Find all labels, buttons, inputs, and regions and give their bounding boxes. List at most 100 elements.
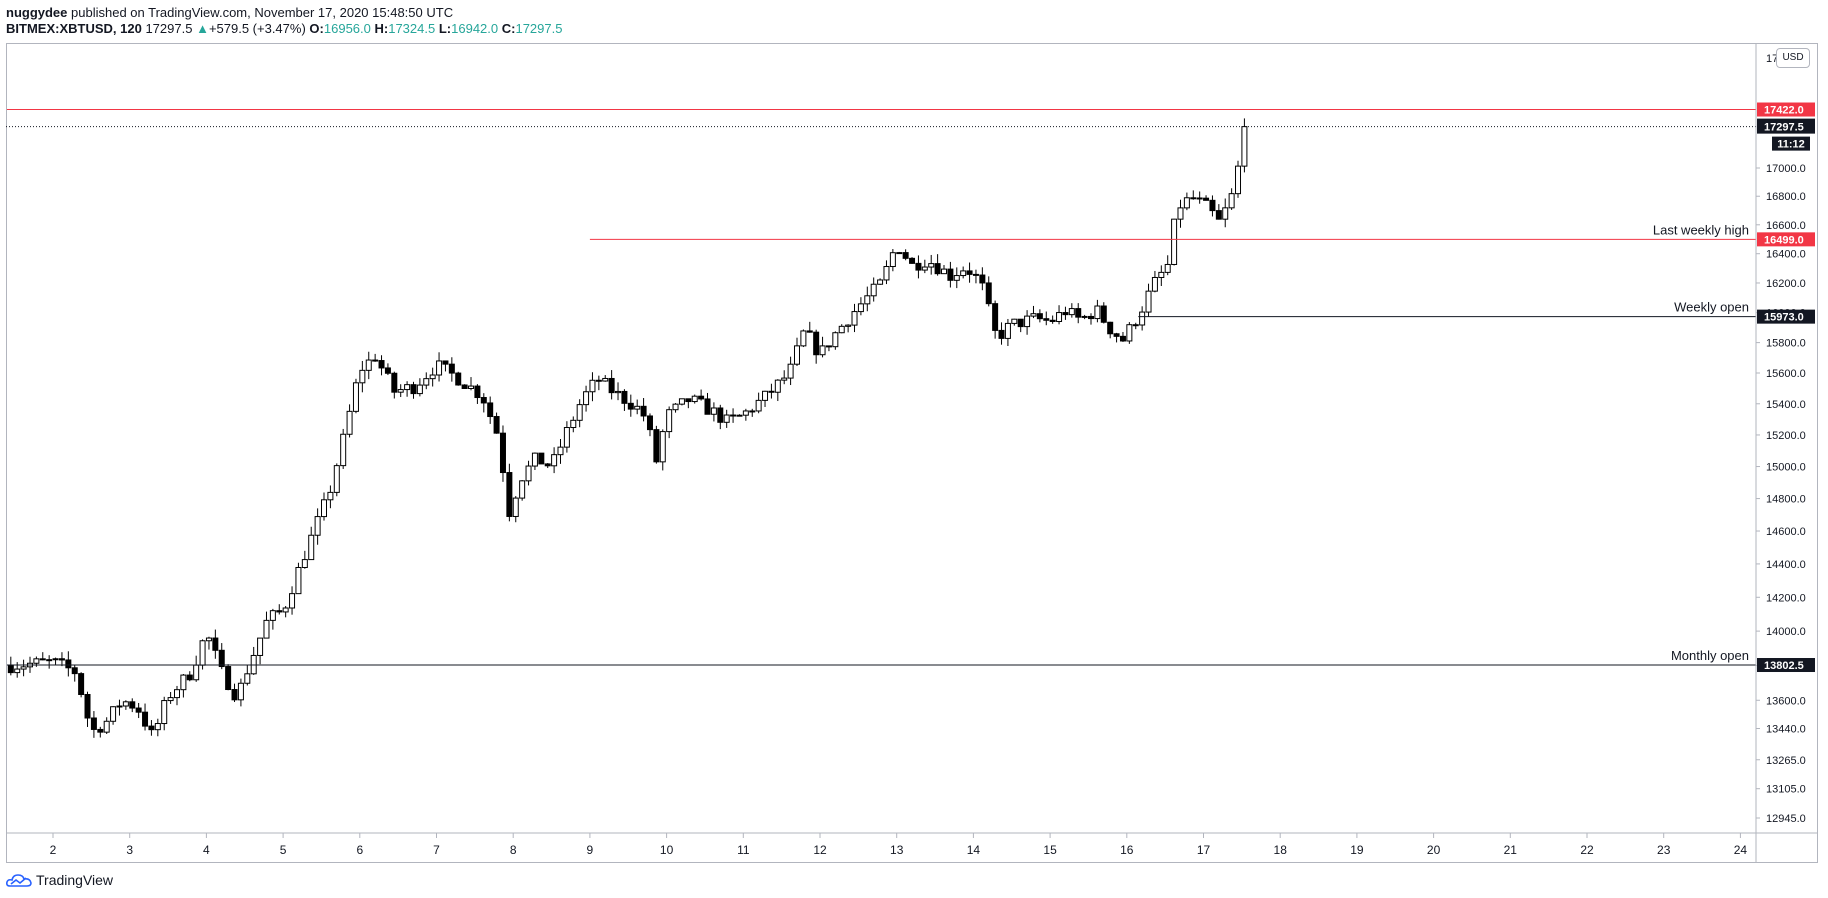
candle-body: [39, 658, 46, 661]
candle-body: [263, 619, 270, 639]
candle-body: [135, 707, 142, 713]
time-tick-label: 18: [1274, 843, 1288, 857]
candle-body: [819, 345, 826, 356]
time-tick-label: 19: [1350, 843, 1364, 857]
candle-body: [282, 607, 289, 613]
candle-body: [646, 415, 653, 431]
candle-body: [1030, 313, 1037, 317]
candle-body: [1113, 333, 1120, 337]
price-tick-label: 13600.0: [1766, 695, 1806, 707]
candle-body: [308, 534, 315, 561]
candle-body: [84, 693, 91, 719]
candle-body: [813, 331, 820, 356]
candle-body: [653, 429, 660, 463]
candle-body: [1171, 218, 1178, 265]
candle-body: [289, 593, 296, 609]
candlestick-chart[interactable]: Last weekly high Weekly open Monthly open 1…: [0, 0, 1828, 870]
candle-body: [1043, 318, 1050, 321]
candle-body: [506, 472, 513, 517]
price-tick-label: 13265.0: [1766, 755, 1806, 767]
candle-body: [845, 324, 852, 327]
candle-body: [602, 377, 609, 382]
candle-body: [806, 330, 813, 333]
candle-body: [429, 374, 436, 380]
candle-body: [33, 658, 40, 664]
time-tick-label: 20: [1427, 843, 1441, 857]
time-tick-label: 16: [1120, 843, 1134, 857]
candle-body: [474, 385, 481, 399]
level-price-tag-label: 17422.0: [1764, 105, 1804, 117]
up-arrow-icon: ▲: [196, 21, 209, 36]
candle-body: [531, 452, 538, 467]
candle-body: [1177, 207, 1184, 220]
candle-body: [295, 566, 302, 595]
candle-body: [966, 270, 973, 275]
candle-body: [979, 274, 986, 284]
low-value: 16942.0: [451, 21, 499, 36]
time-tick-label: 6: [356, 843, 363, 857]
candle-body: [301, 559, 308, 568]
candle-body: [180, 674, 187, 691]
level-price-tag: [1757, 102, 1815, 117]
candle-body: [244, 673, 251, 684]
last-price-tag: [1757, 118, 1815, 134]
candle-body: [864, 295, 871, 305]
candle-body: [691, 395, 698, 403]
candle-body: [710, 407, 717, 415]
candle-body: [1036, 313, 1043, 320]
price-tick-label: 16200.0: [1766, 278, 1806, 290]
candle-body: [1222, 207, 1229, 220]
brand-label[interactable]: TradingView: [36, 872, 114, 888]
candle-body: [909, 257, 916, 264]
author-name[interactable]: nuggydee: [6, 5, 68, 20]
candle-body: [71, 667, 78, 675]
candle-body: [742, 410, 749, 416]
candle-body: [1215, 210, 1222, 220]
candle-body: [97, 728, 104, 733]
candle-body: [480, 397, 487, 404]
level-label: Last weekly high: [1653, 222, 1749, 237]
candle-body: [1119, 335, 1126, 342]
candle-body: [960, 270, 967, 277]
candle-body: [781, 377, 788, 381]
candle-body: [570, 419, 577, 429]
candle-body: [972, 273, 979, 276]
candle-body: [173, 689, 180, 699]
time-tick-label: 10: [660, 843, 674, 857]
candle-body: [1024, 315, 1031, 328]
time-tick-label: 13: [890, 843, 904, 857]
candle-body: [525, 465, 532, 482]
price-tick-label: 15200.0: [1766, 430, 1806, 442]
candle-body: [1100, 305, 1107, 323]
candle-body: [257, 637, 264, 656]
candle-body: [404, 384, 411, 391]
time-tick-label: 14: [967, 843, 981, 857]
candle-body: [883, 266, 890, 281]
candle-body: [110, 706, 117, 722]
time-tick-label: 11: [737, 843, 750, 857]
level-price-tag: [1757, 658, 1815, 673]
candle-body: [1068, 308, 1075, 316]
candle-body: [793, 345, 800, 365]
candle-body: [7, 664, 14, 674]
candle-body: [1075, 308, 1082, 318]
time-tick-label: 17: [1197, 843, 1211, 857]
candle-body: [378, 360, 385, 369]
symbol-label[interactable]: BITMEX:XBTUSD, 120: [6, 21, 142, 36]
candle-body: [678, 398, 685, 405]
currency-button[interactable]: USD: [1776, 48, 1810, 68]
candle-body: [461, 384, 468, 389]
price-tick-label: 16400.0: [1766, 249, 1806, 261]
candle-body: [340, 433, 347, 467]
candle-body: [1151, 276, 1158, 292]
candle-body: [717, 407, 724, 423]
candle-body: [148, 725, 155, 731]
candle-body: [212, 637, 219, 651]
symbol-info-bar: BITMEX:XBTUSD, 120 17297.5 ▲+579.5 (+3.4…: [6, 21, 562, 37]
candle-body: [1081, 315, 1088, 318]
time-tick-label: 5: [280, 843, 287, 857]
candle-body: [442, 360, 449, 365]
candle-body: [551, 454, 558, 467]
candle-body: [774, 379, 781, 393]
candle-body: [1049, 319, 1056, 322]
